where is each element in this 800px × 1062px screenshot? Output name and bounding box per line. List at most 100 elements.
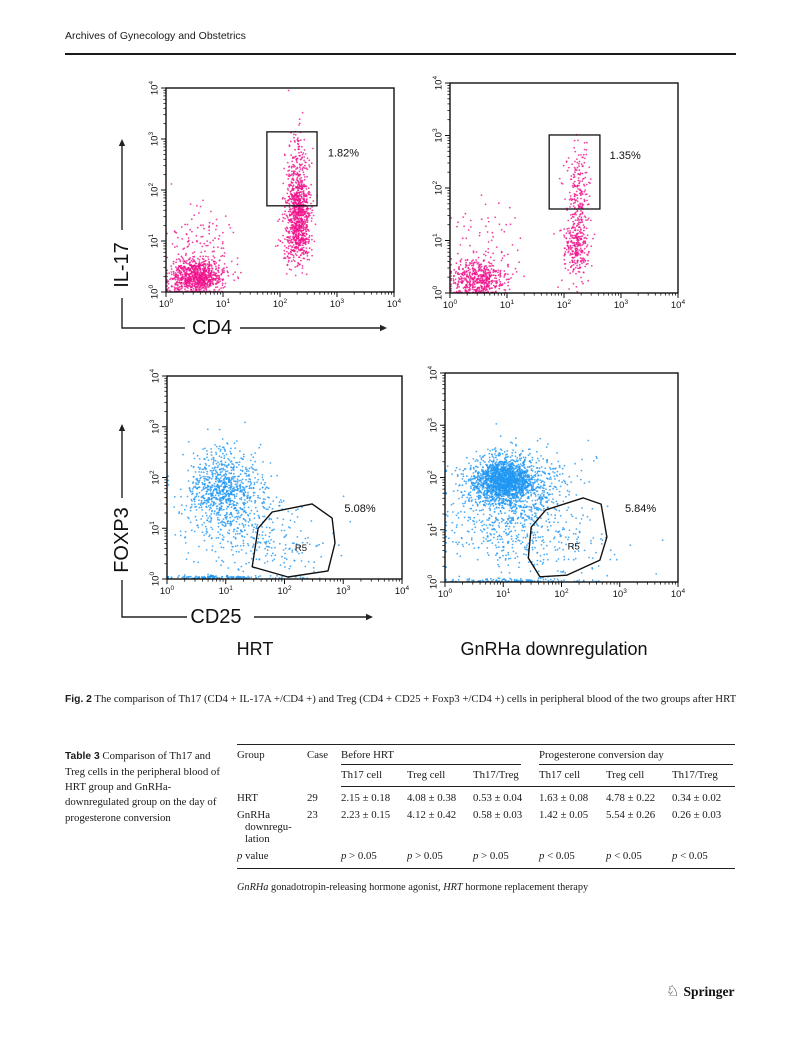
- header-rule: [65, 53, 736, 55]
- springer-logo: ♘ Springer: [666, 984, 734, 1000]
- figure-caption-label: Fig. 2: [65, 694, 92, 705]
- x-axis-name: CD4: [192, 317, 232, 339]
- subheader-ratio-2: Th17/Treg: [672, 765, 736, 787]
- gate-region-label: R5: [568, 542, 580, 553]
- plot-frame: [166, 375, 403, 580]
- svg-text:103: 103: [330, 298, 345, 310]
- table-cell: 4.78 ± 0.22: [606, 792, 656, 804]
- table-cell: [307, 845, 341, 869]
- svg-text:101: 101: [500, 299, 515, 311]
- svg-text:100: 100: [160, 585, 175, 597]
- plot-frame: [165, 87, 395, 293]
- svg-text:104: 104: [387, 298, 402, 310]
- svg-text:101: 101: [148, 234, 161, 249]
- flow-plot-th17-hrt: 100 100 101 101 102 102 103 103 104 104 1.82% IL-17…: [100, 70, 412, 342]
- gate-percentage-label: 5.08%: [344, 503, 375, 515]
- subheader-th17-2: Th17 cell: [539, 765, 607, 787]
- x-axis-name: CD25: [190, 606, 241, 628]
- table-cell: 4.12 ± 0.42: [407, 809, 457, 821]
- table-row: GnRHa downregu-lation 23 2.23 ± 0.15 4.12 ±…: [237, 804, 735, 845]
- table-row: HRT 29 2.15 ± 0.18 4.08 ± 0.38 0.53 ± 0.04 1.…: [237, 787, 735, 805]
- table-cell: p > 0.05: [407, 845, 473, 869]
- svg-text:100: 100: [432, 286, 445, 301]
- svg-text:104: 104: [395, 585, 410, 597]
- svg-text:102: 102: [148, 183, 161, 198]
- table-cell: p > 0.05: [473, 845, 540, 869]
- svg-text:100: 100: [148, 285, 161, 300]
- subheader-th17-1: Th17 cell: [341, 765, 407, 787]
- svg-text:101: 101: [149, 521, 162, 536]
- svg-text:103: 103: [432, 128, 445, 143]
- table-cell: 0.26 ± 0.03: [672, 809, 722, 821]
- svg-text:100: 100: [443, 299, 458, 311]
- svg-text:103: 103: [148, 132, 161, 147]
- table-caption: Table 3 Comparison of Th17 and Treg cell…: [65, 749, 220, 826]
- table-cell: 2.23 ± 0.15: [341, 809, 391, 821]
- col-header-group: Group: [237, 749, 265, 761]
- col-header-before-hrt: Before HRT: [341, 745, 539, 765]
- svg-text:104: 104: [671, 299, 686, 311]
- table-cell: 23: [307, 809, 318, 821]
- svg-text:100: 100: [159, 298, 174, 310]
- table-cell: 4.08 ± 0.38: [407, 792, 457, 804]
- svg-text:103: 103: [149, 419, 162, 434]
- table-caption-label: Table 3: [65, 751, 100, 762]
- col-header-progesterone: Progesterone conversion day: [539, 745, 735, 765]
- gate-region-label: R5: [295, 543, 307, 554]
- svg-text:102: 102: [557, 299, 572, 311]
- col-header-case: Case: [307, 749, 328, 761]
- y-axis-name: FOXP3: [111, 507, 133, 573]
- subheader-treg-1: Treg cell: [407, 765, 473, 787]
- table-cell: 5.54 ± 0.26: [606, 809, 656, 821]
- table-row: p value p > 0.05 p > 0.05 p > 0.05 p < 0.05 p…: [237, 845, 736, 869]
- gate-percentage-label: 5.84%: [625, 503, 656, 515]
- flow-plot-th17-gnrha: 100 100 101 101 102 102 103 103 104 104 1.35%: [420, 65, 720, 315]
- svg-text:101: 101: [216, 298, 231, 310]
- table-row-label: GnRHa downregu-lation: [237, 809, 292, 845]
- flow-plot-treg-hrt: 100 100 101 101 102 102 103 103 104 104 5.08% R5 FOX…: [100, 355, 412, 637]
- gate-polygon: [527, 497, 608, 578]
- subheader-ratio-1: Th17/Treg: [473, 765, 540, 787]
- table-row-label: p value: [237, 845, 307, 869]
- svg-text:100: 100: [149, 572, 162, 587]
- table-cell: 0.34 ± 0.02: [672, 792, 722, 804]
- gate-percentage-label: 1.82%: [328, 147, 359, 159]
- figure-caption-text: The comparison of Th17 (CD4 + IL-17A +/C…: [94, 693, 737, 705]
- svg-text:102: 102: [432, 181, 445, 196]
- svg-text:102: 102: [277, 585, 292, 597]
- svg-text:103: 103: [336, 585, 351, 597]
- svg-text:102: 102: [273, 298, 288, 310]
- svg-text:104: 104: [149, 369, 162, 384]
- y-axis-name: IL-17: [111, 242, 133, 288]
- table-cell: 0.58 ± 0.03: [473, 809, 523, 821]
- svg-text:103: 103: [614, 299, 629, 311]
- table-cell: p > 0.05: [341, 845, 407, 869]
- table-cell: 1.63 ± 0.08: [539, 792, 589, 804]
- table-cell: 0.53 ± 0.04: [473, 792, 523, 804]
- table-cell: p < 0.05: [672, 845, 736, 869]
- table-caption-text: Comparison of Th17 and Treg cells in the…: [65, 750, 220, 824]
- table-body: HRT 29 2.15 ± 0.18 4.08 ± 0.38 0.53 ± 0.04 1.…: [237, 787, 736, 869]
- gate-percentage-label: 1.35%: [610, 150, 641, 162]
- panel-label-gnrha: GnRHa downregulation: [460, 639, 648, 659]
- springer-knight-icon: ♘: [666, 983, 680, 1000]
- journal-title: Archives of Gynecology and Obstetrics: [65, 30, 246, 42]
- flow-plot-treg-gnrha: 100 100 101 101 102 102 103 103 104 104 5.84% R5: [420, 355, 720, 607]
- gate-polygon: [251, 503, 336, 578]
- svg-text:102: 102: [149, 470, 162, 485]
- table-row-label: HRT: [237, 791, 258, 804]
- svg-text:101: 101: [219, 585, 234, 597]
- gate-rect: [266, 131, 318, 207]
- table-cell: p < 0.05: [606, 845, 673, 869]
- svg-text:104: 104: [432, 76, 445, 91]
- subheader-treg-2: Treg cell: [606, 765, 673, 787]
- springer-wordmark: Springer: [683, 984, 735, 999]
- svg-text:104: 104: [148, 81, 161, 96]
- table-footnote: GnRHa gonadotropin-releasing hormone ago…: [237, 882, 589, 893]
- table-cell: 1.42 ± 0.05: [539, 809, 589, 821]
